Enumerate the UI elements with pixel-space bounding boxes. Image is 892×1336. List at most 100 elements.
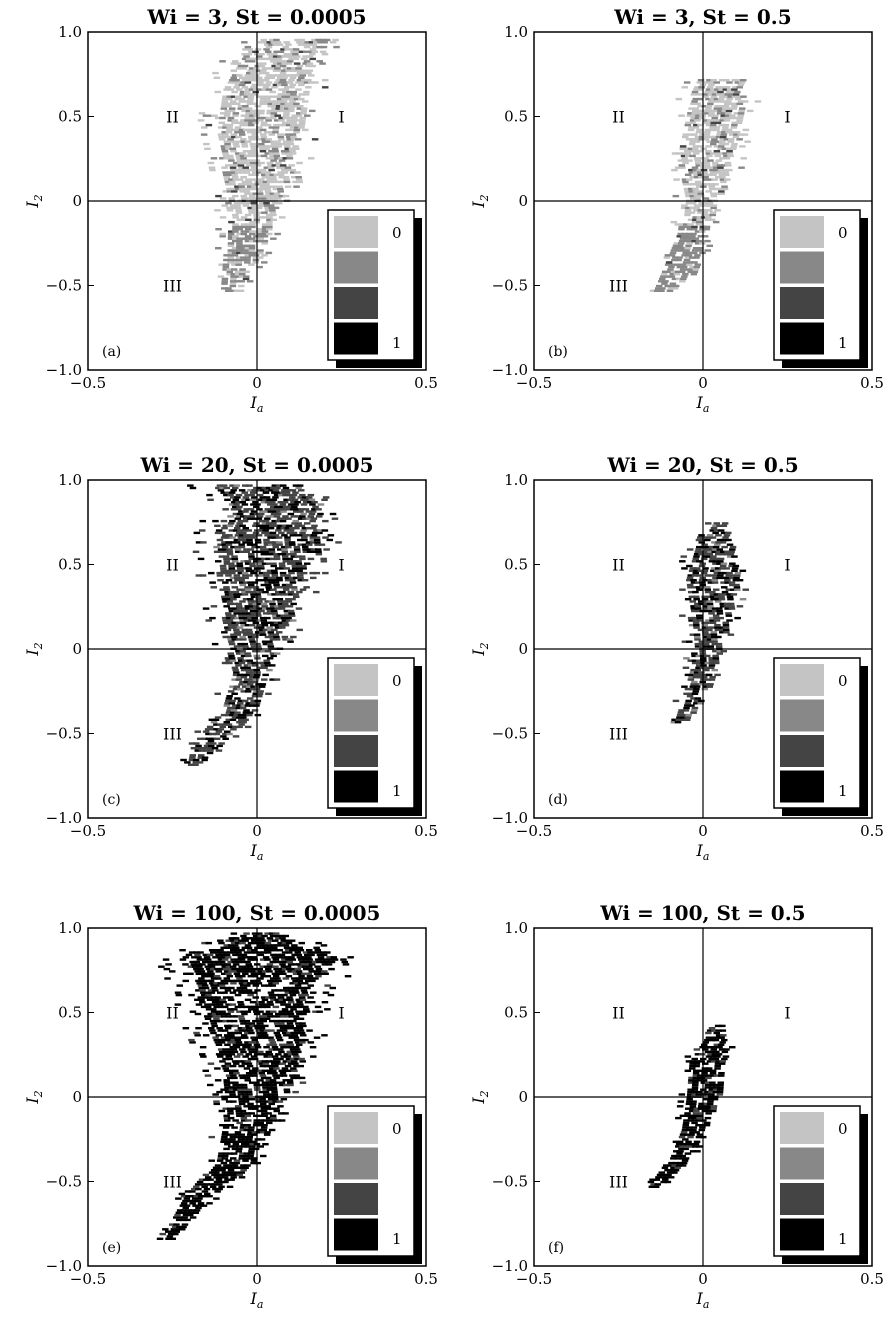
heatmap-cell — [218, 489, 225, 491]
heatmap-cell — [239, 546, 246, 548]
heatmap-cell — [222, 958, 229, 960]
heatmap-cell — [283, 41, 290, 43]
heatmap-cell — [244, 1067, 251, 1069]
heatmap-cell — [265, 586, 272, 588]
heatmap-cell — [255, 164, 262, 166]
heatmap-cell — [287, 141, 294, 143]
heatmap-cell — [240, 716, 247, 718]
heatmap-cell — [728, 634, 735, 636]
heatmap-cell — [311, 501, 318, 503]
heatmap-cell — [250, 86, 257, 88]
heatmap-cell — [230, 285, 237, 287]
heatmap-cell — [273, 634, 280, 636]
quadrant-label-iii: III — [163, 1173, 182, 1192]
heatmap-cell — [321, 1034, 328, 1036]
heatmap-cell — [316, 1011, 323, 1013]
heatmap-cell — [223, 605, 230, 607]
heatmap-cell — [295, 560, 302, 562]
heatmap-cell — [697, 1115, 704, 1117]
heatmap-cell — [694, 103, 701, 105]
heatmap-cell — [232, 119, 239, 121]
heatmap-cell — [691, 681, 698, 683]
heatmap-cell — [247, 541, 254, 543]
heatmap-cell — [293, 48, 300, 50]
heatmap-cell — [298, 77, 305, 79]
heatmap-cell — [686, 565, 693, 567]
legend-swatch — [334, 1112, 378, 1144]
heatmap-cell — [196, 1193, 203, 1195]
heatmap-cell — [198, 119, 205, 121]
heatmap-cell — [184, 1205, 191, 1207]
heatmap-cell — [695, 548, 702, 550]
heatmap-cell — [292, 1063, 299, 1065]
heatmap-cell — [231, 91, 238, 93]
heatmap-cell — [272, 1098, 279, 1100]
heatmap-cell — [308, 954, 315, 956]
heatmap-cell — [249, 233, 256, 235]
heatmap-cell — [278, 119, 285, 121]
heatmap-cell — [201, 133, 208, 135]
heatmap-cell — [297, 574, 304, 576]
heatmap-cell — [261, 1126, 268, 1128]
heatmap-cell — [342, 961, 349, 963]
heatmap-cell — [229, 520, 236, 522]
heatmap-cell — [300, 1013, 307, 1015]
heatmap-cell — [686, 641, 693, 643]
heatmap-cell — [723, 631, 730, 633]
legend-swatch — [780, 287, 824, 319]
heatmap-cell — [273, 207, 280, 209]
heatmap-cell — [722, 522, 729, 524]
y-axis-label: I2 — [469, 642, 491, 656]
heatmap-cell — [188, 1039, 195, 1041]
heatmap-cell — [290, 581, 297, 583]
heatmap-cell — [693, 1131, 700, 1133]
heatmap-cell — [252, 209, 259, 211]
heatmap-cell — [287, 1079, 294, 1081]
heatmap-cell — [711, 641, 718, 643]
heatmap-cell — [234, 527, 241, 529]
heatmap-cell — [694, 119, 701, 121]
heatmap-cell — [696, 617, 703, 619]
heatmap-cell — [733, 565, 740, 567]
heatmap-cell — [234, 1055, 241, 1057]
heatmap-cell — [255, 1046, 261, 1048]
heatmap-cell — [257, 1051, 264, 1053]
heatmap-cell — [199, 963, 206, 965]
heatmap-cell — [278, 174, 285, 176]
heatmap-cell — [272, 496, 279, 498]
heatmap-cell — [284, 536, 291, 538]
x-tick-label: 0 — [698, 822, 708, 840]
heatmap-cell — [239, 662, 246, 664]
heatmap-cell — [285, 546, 292, 548]
heatmap-cell — [266, 252, 273, 254]
heatmap-cell — [706, 600, 713, 602]
heatmap-cell — [269, 77, 276, 79]
heatmap-cell — [715, 600, 722, 602]
heatmap-cell — [685, 1141, 692, 1143]
heatmap-cell — [705, 216, 712, 218]
y-tick-label: 0.5 — [504, 556, 528, 574]
heatmap-cell — [219, 1169, 226, 1171]
heatmap-cell — [230, 100, 237, 102]
heatmap-cell — [304, 1011, 311, 1013]
heatmap-cell — [714, 209, 721, 211]
heatmap-cell — [275, 197, 282, 199]
heatmap-cell — [224, 115, 231, 117]
heatmap-cell — [247, 548, 254, 550]
heatmap-cell — [205, 958, 212, 960]
heatmap-cell — [203, 731, 210, 733]
heatmap-cell — [227, 138, 234, 140]
heatmap-cell — [304, 563, 311, 565]
heatmap-cell — [283, 88, 290, 90]
heatmap-cell — [209, 167, 216, 169]
heatmap-cell — [725, 612, 732, 614]
heatmap-cell — [253, 984, 260, 986]
heatmap-cell — [242, 520, 249, 522]
heatmap-cell — [265, 190, 272, 192]
heatmap-cell — [193, 1212, 200, 1214]
heatmap-cell — [733, 577, 740, 579]
heatmap-cell — [687, 1136, 694, 1138]
heatmap-cell — [242, 1167, 249, 1169]
heatmap-cell — [694, 1150, 701, 1152]
heatmap-cell — [738, 84, 745, 86]
